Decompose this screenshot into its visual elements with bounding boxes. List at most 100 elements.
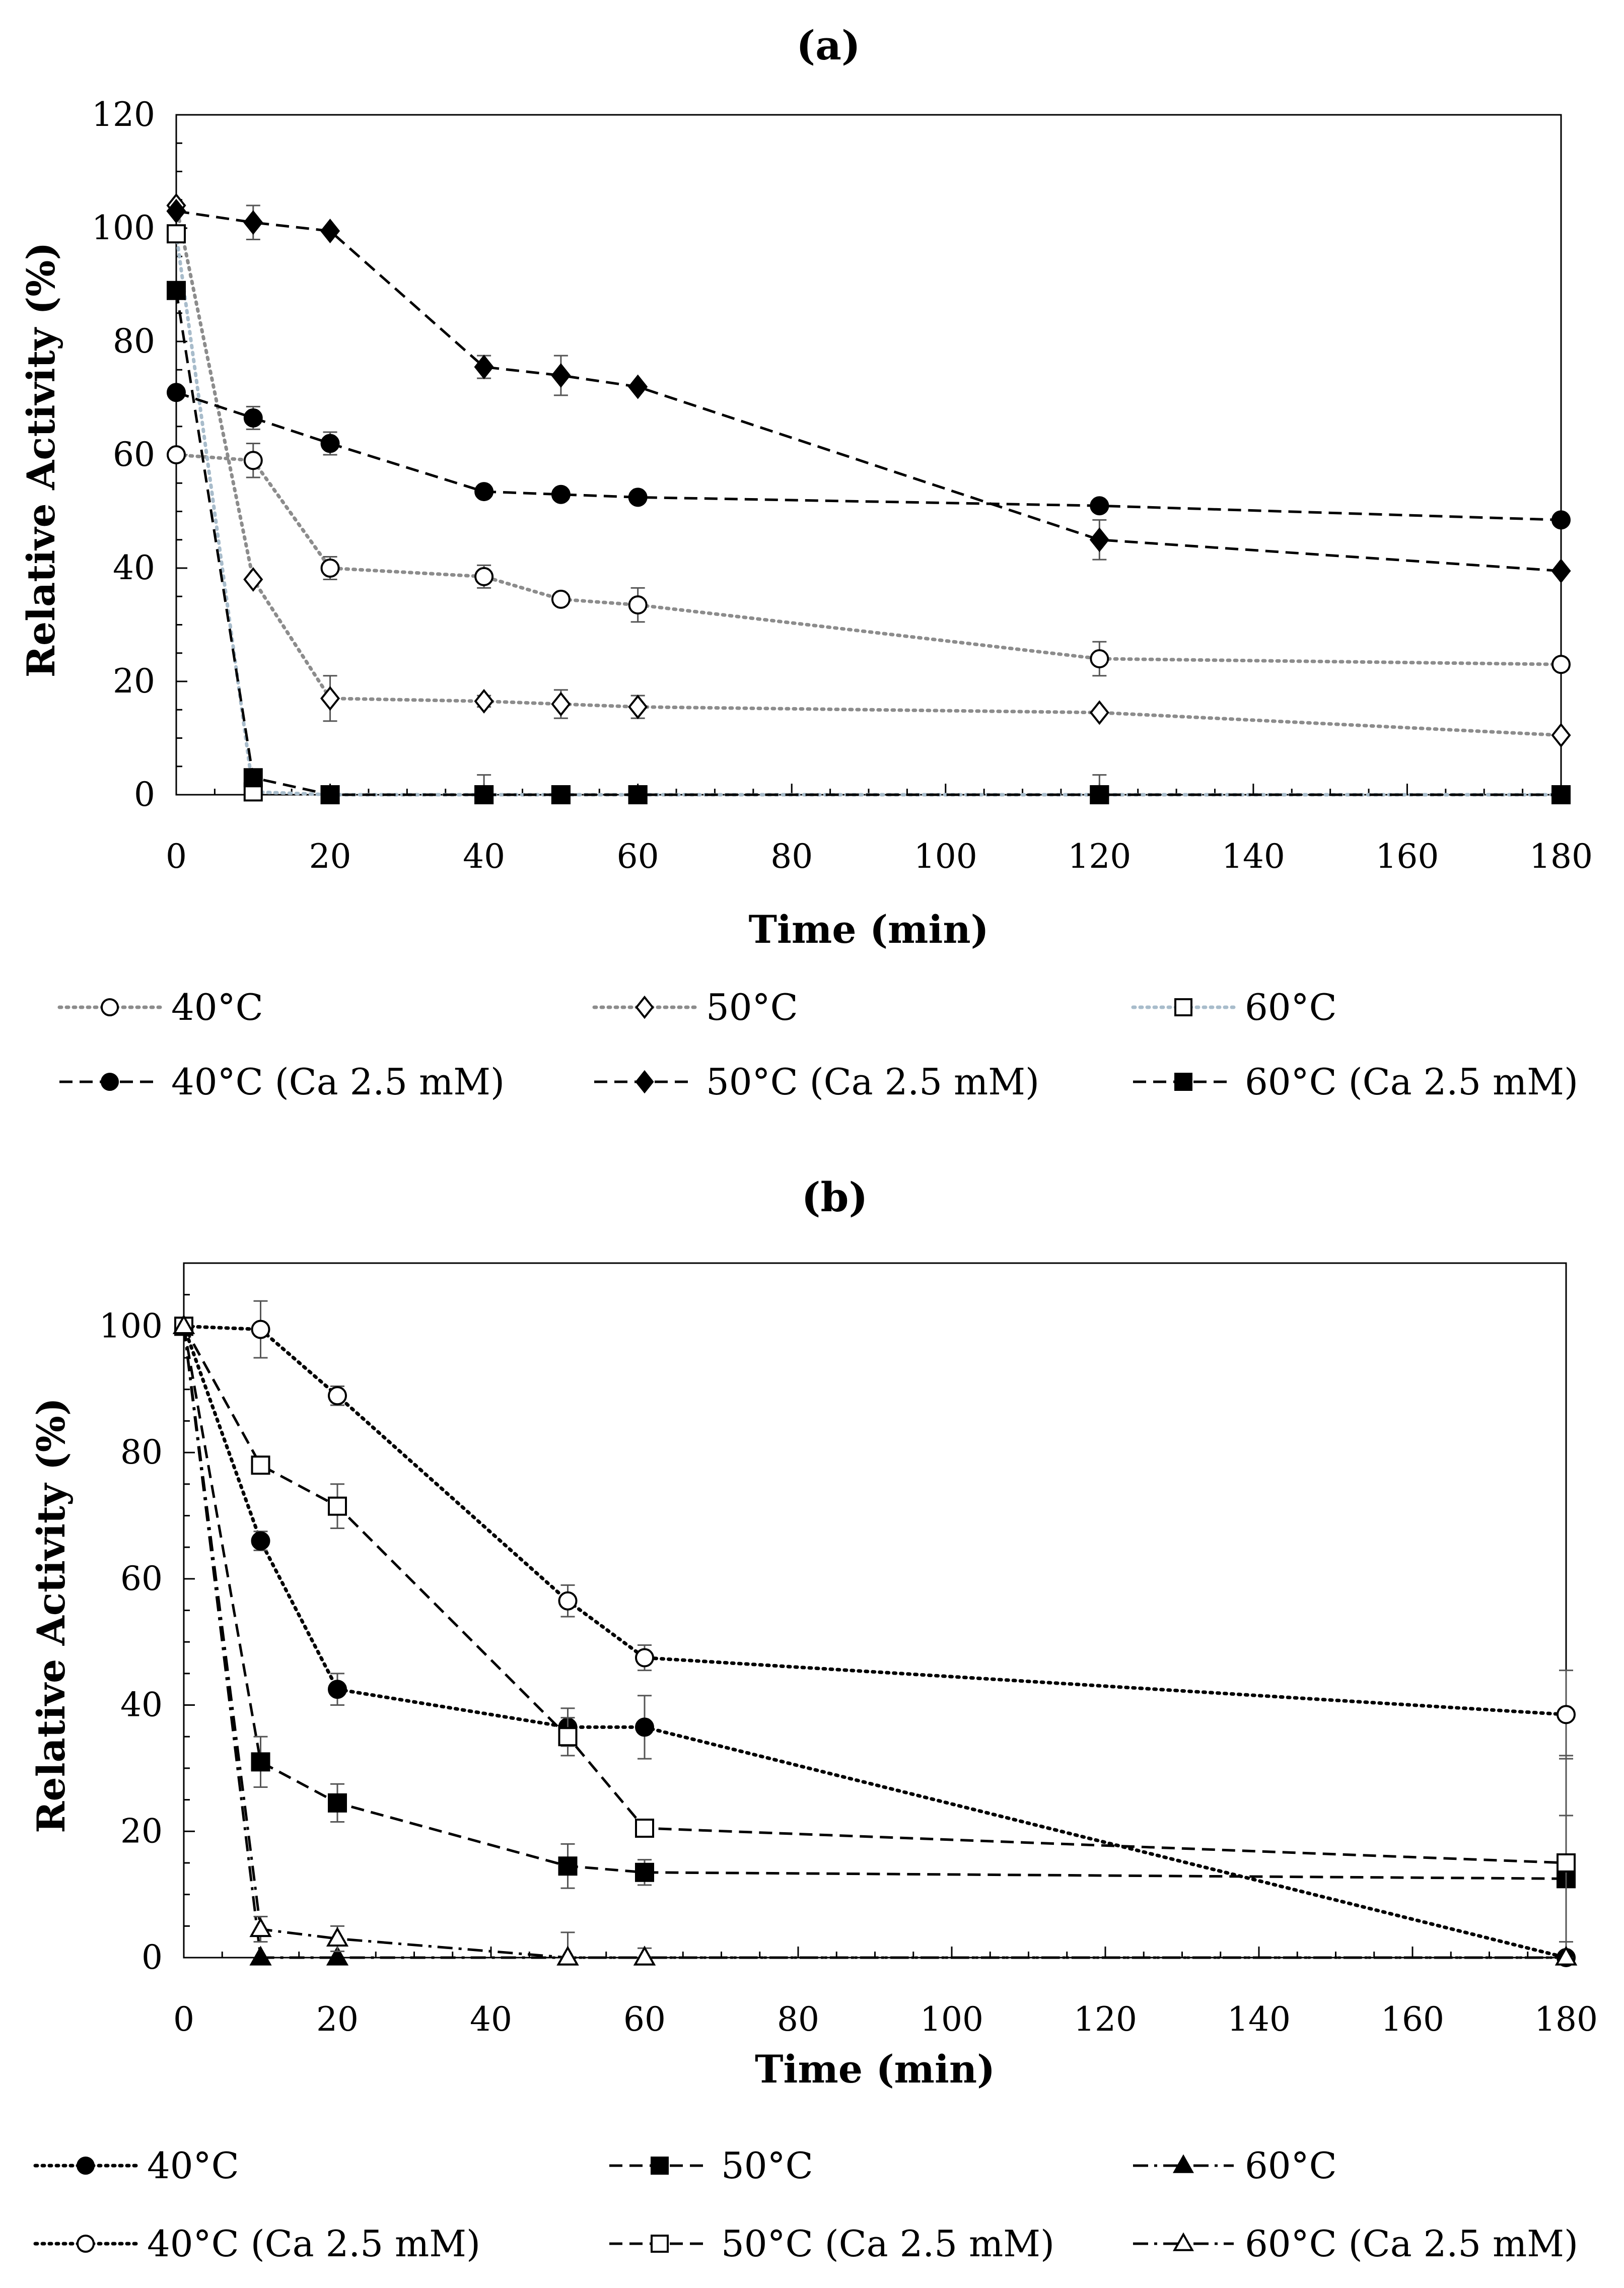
series-2 [166,193,1571,748]
data-point [243,768,263,788]
x-tick-label: 100 [914,837,977,876]
data-point [249,1917,272,1937]
data-point [328,1386,347,1406]
series-6 [172,1314,1578,1966]
data-point [320,559,340,578]
legend-marker [77,2235,95,2253]
data-point [474,482,494,502]
series-5 [166,198,1571,584]
data-point [1551,559,1571,584]
data-point [328,1793,347,1813]
chart-panel-b: (b) 0 20 40 60 80 100 0 20 40 60 80 100 120 140 160 180 T… [29,1173,1598,2265]
legend-label: 40°C (Ca 2.5 mM) [171,1061,505,1103]
x-tick-label: 0 [166,837,187,876]
x-tick-label: 180 [1534,2000,1598,2039]
y-axis-title: Relative Activity (%) [19,242,63,678]
data-point [1551,510,1571,530]
series-line [182,1326,1566,1959]
series-4 [174,1300,1576,1760]
x-tick-label: 120 [1074,2000,1137,2039]
data-point [551,589,571,609]
legend-label: 60°C [1245,2144,1337,2187]
series-2 [174,1316,1576,1943]
x-tick-label: 100 [920,2000,983,2039]
data-point [474,355,494,380]
legend-marker [635,995,654,1019]
legend-marker [635,1070,654,1094]
data-point [1090,496,1109,516]
legend-marker [1174,1073,1192,1091]
x-tick-label: 60 [617,837,659,876]
data-point [328,1496,347,1516]
legend-label: 60°C (Ca 2.5 mM) [1245,1061,1578,1103]
chart-title: (a) [796,22,861,69]
series-line [175,290,1561,796]
data-point [326,1946,349,1966]
data-point [320,686,340,711]
x-tick-label: 40 [463,837,505,876]
data-point [1557,1853,1576,1873]
legend-label: 40°C [147,2144,239,2187]
data-point [166,198,186,224]
series-line [182,1324,1568,1716]
series-1 [167,443,1571,677]
data-point [1557,1705,1576,1724]
data-point [1555,1946,1578,1966]
y-tick-label: 100 [92,209,155,247]
data-point [251,1752,270,1772]
series-line [182,1326,1567,1864]
x-tick-label: 80 [770,837,813,876]
y-tick-label: 0 [142,1938,163,1977]
data-point [474,567,494,586]
legend: 40°C 50°C 60°C 40°C (Ca 2.5 mM) 50°C (Ca 2.5… [57,986,1578,1103]
data-point [320,785,340,804]
legend-marker [101,1073,119,1091]
data-point [628,695,648,720]
x-tick-label: 80 [777,2000,819,2039]
data-point [243,451,263,470]
data-point [320,434,340,453]
data-point [551,785,571,804]
series-line [182,1324,1568,1960]
data-point [167,281,186,300]
legend-marker [1172,2232,1194,2251]
data-point [1089,527,1109,552]
legend-marker [651,2235,669,2253]
y-axis-title: Relative Activity (%) [29,1398,74,1833]
data-point [251,1320,270,1339]
data-point [167,224,186,244]
data-point [1551,655,1571,674]
data-point [635,1819,654,1838]
y-tick-label: 100 [99,1306,163,1345]
legend-label: 50°C (Ca 2.5 mM) [721,2223,1054,2265]
series-3 [172,1314,1578,1966]
y-tick-label: 20 [120,1812,163,1850]
x-tick-label: 160 [1375,837,1439,876]
x-tick-label: 40 [470,2000,512,2039]
series-line [176,210,1562,573]
data-point [167,445,186,464]
x-tick-label: 160 [1381,2000,1444,2039]
data-point [628,488,648,507]
data-point [328,1680,347,1699]
legend-label: 40°C (Ca 2.5 mM) [147,2223,480,2265]
series-line [174,453,1563,666]
legend: 40°C 50°C 60°C 40°C (Ca 2.5 mM) 50°C (Ca 2.5… [33,2144,1578,2265]
legend-marker [101,998,119,1016]
data-point [633,1946,656,1966]
data-point [243,408,263,428]
series-4 [167,383,1571,530]
data-point [1551,723,1571,748]
y-tick-label: 120 [92,95,155,134]
data-point [558,1727,578,1747]
y-tick-label: 40 [113,548,155,587]
series-1 [174,1316,1576,1967]
legend-label: 50°C [706,986,798,1028]
series-line [174,203,1563,737]
legend-marker [77,2157,95,2175]
data-point [172,1314,195,1334]
legend-label: 60°C (Ca 2.5 mM) [1245,2223,1578,2265]
data-point [1089,700,1109,725]
legend-label: 50°C [721,2144,813,2187]
